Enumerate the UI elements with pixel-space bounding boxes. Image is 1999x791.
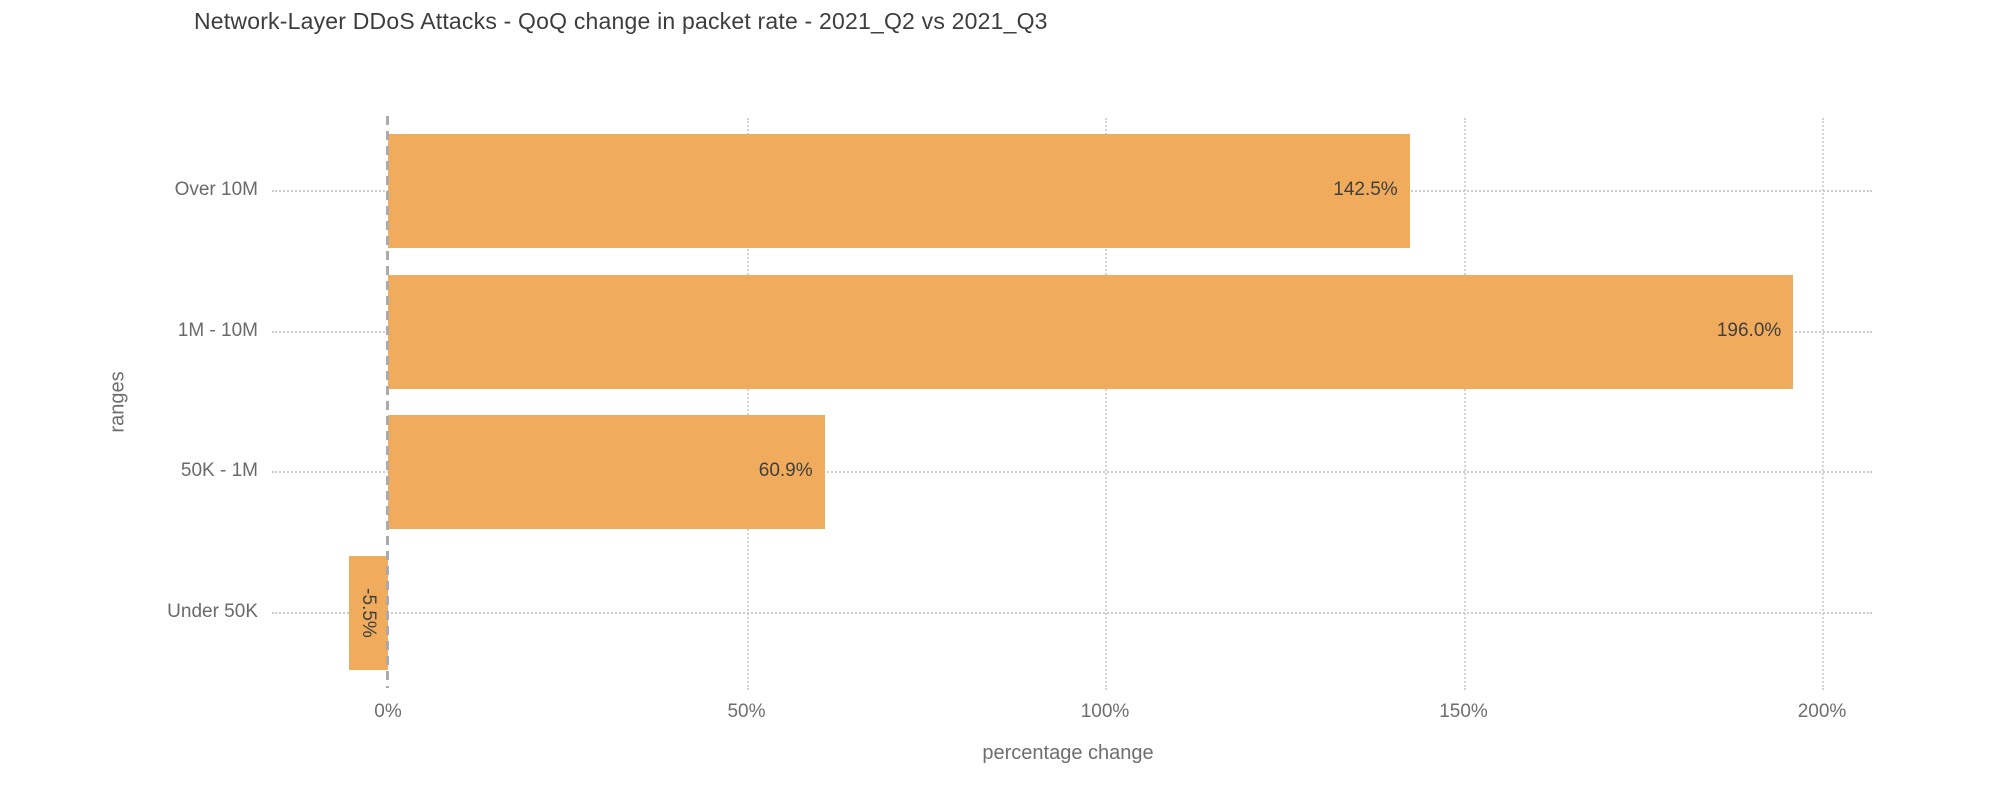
x-tick-label-0: 0% xyxy=(374,701,402,722)
zero-line xyxy=(386,116,389,688)
x-tick-label-100: 100% xyxy=(1080,701,1130,722)
x-tick-label-150: 150% xyxy=(1439,701,1488,722)
gridline-150 xyxy=(1463,118,1466,690)
x-tick-label-200: 200% xyxy=(1797,701,1847,722)
x-tick-label-50: 50% xyxy=(727,701,766,722)
bar-value-label-under-50k: -5.5% xyxy=(358,587,380,638)
leader-line-50k-1m xyxy=(272,471,1872,473)
leader-line-under-50k xyxy=(272,611,1872,614)
y-tick-label-50k-1m: 50K - 1M xyxy=(180,460,258,481)
bar-50k-1m[interactable] xyxy=(388,415,825,529)
y-tick-label-over-10m: Over 10M xyxy=(174,179,258,200)
gridline-200 xyxy=(1822,118,1824,690)
bar-under-50k[interactable] xyxy=(348,555,388,670)
x-axis-title: percentage change xyxy=(982,742,1154,764)
bar-value-label-1m-10m: 196.0% xyxy=(1716,319,1782,341)
y-tick-label-under-50k: Under 50K xyxy=(167,600,258,622)
bar-over-10m[interactable] xyxy=(388,134,1410,248)
bar-1m-10m[interactable] xyxy=(388,274,1794,389)
bar-value-label-over-10m: 142.5% xyxy=(1333,179,1398,200)
y-axis-title: ranges xyxy=(106,371,129,433)
bar-value-label-50k-1m: 60.9% xyxy=(758,460,813,481)
gridline-100 xyxy=(1105,118,1107,690)
chart-title: Network-Layer DDoS Attacks - QoQ change … xyxy=(194,8,1048,34)
y-tick-label-1m-10m: 1M - 10M xyxy=(177,319,258,341)
gridline-50 xyxy=(746,118,749,690)
